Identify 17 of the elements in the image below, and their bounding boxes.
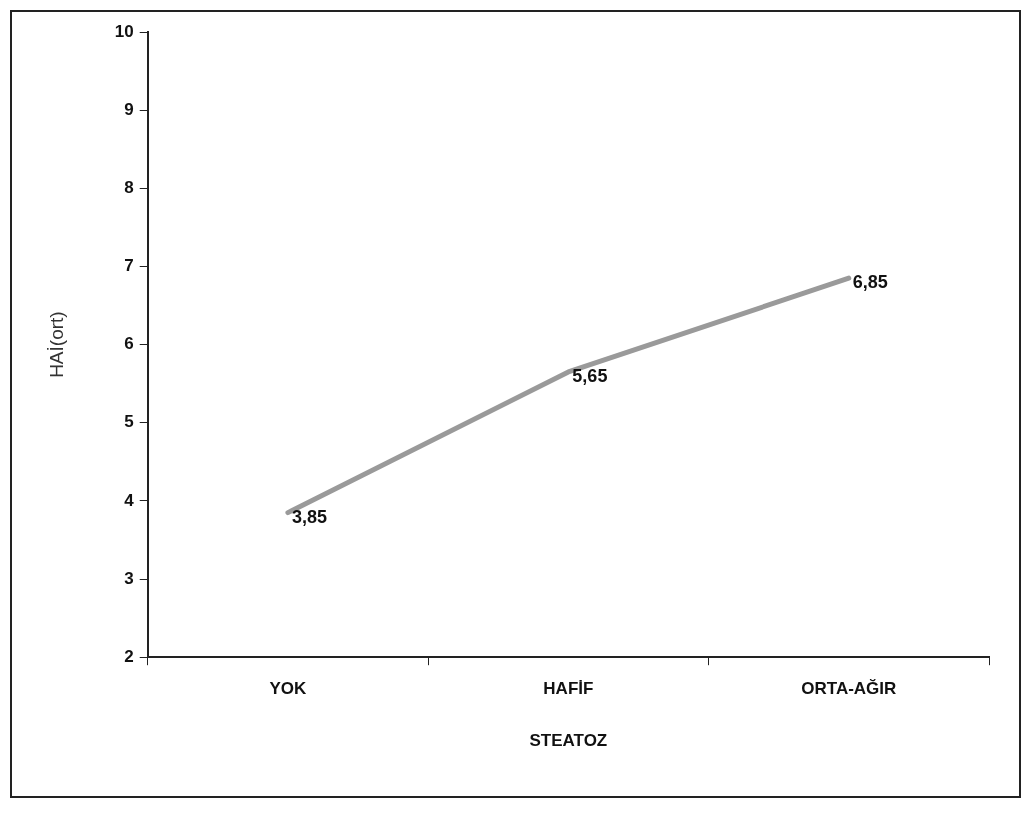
y-tick-label: 3: [124, 568, 134, 588]
y-tick-label: 2: [124, 646, 134, 666]
data-label: 6,85: [852, 272, 888, 293]
y-tick-label: 10: [114, 21, 134, 41]
y-tick-label: 9: [124, 99, 134, 119]
y-tick-label: 4: [124, 490, 135, 510]
data-label: 3,85: [291, 506, 327, 527]
y-tick-label: 6: [124, 334, 134, 354]
y-tick-label: 7: [124, 256, 134, 276]
data-label: 5,65: [572, 365, 608, 386]
x-axis-title: STEATOZ: [529, 731, 608, 751]
y-tick-label: 8: [124, 177, 134, 197]
x-tick-label: HAFİF: [543, 679, 594, 699]
x-tick-label: YOK: [269, 679, 308, 699]
x-tick-label: ORTA-AĞIR: [801, 679, 897, 699]
y-axis-title: HAİ(ort): [45, 311, 67, 378]
y-tick-label: 5: [124, 412, 134, 432]
